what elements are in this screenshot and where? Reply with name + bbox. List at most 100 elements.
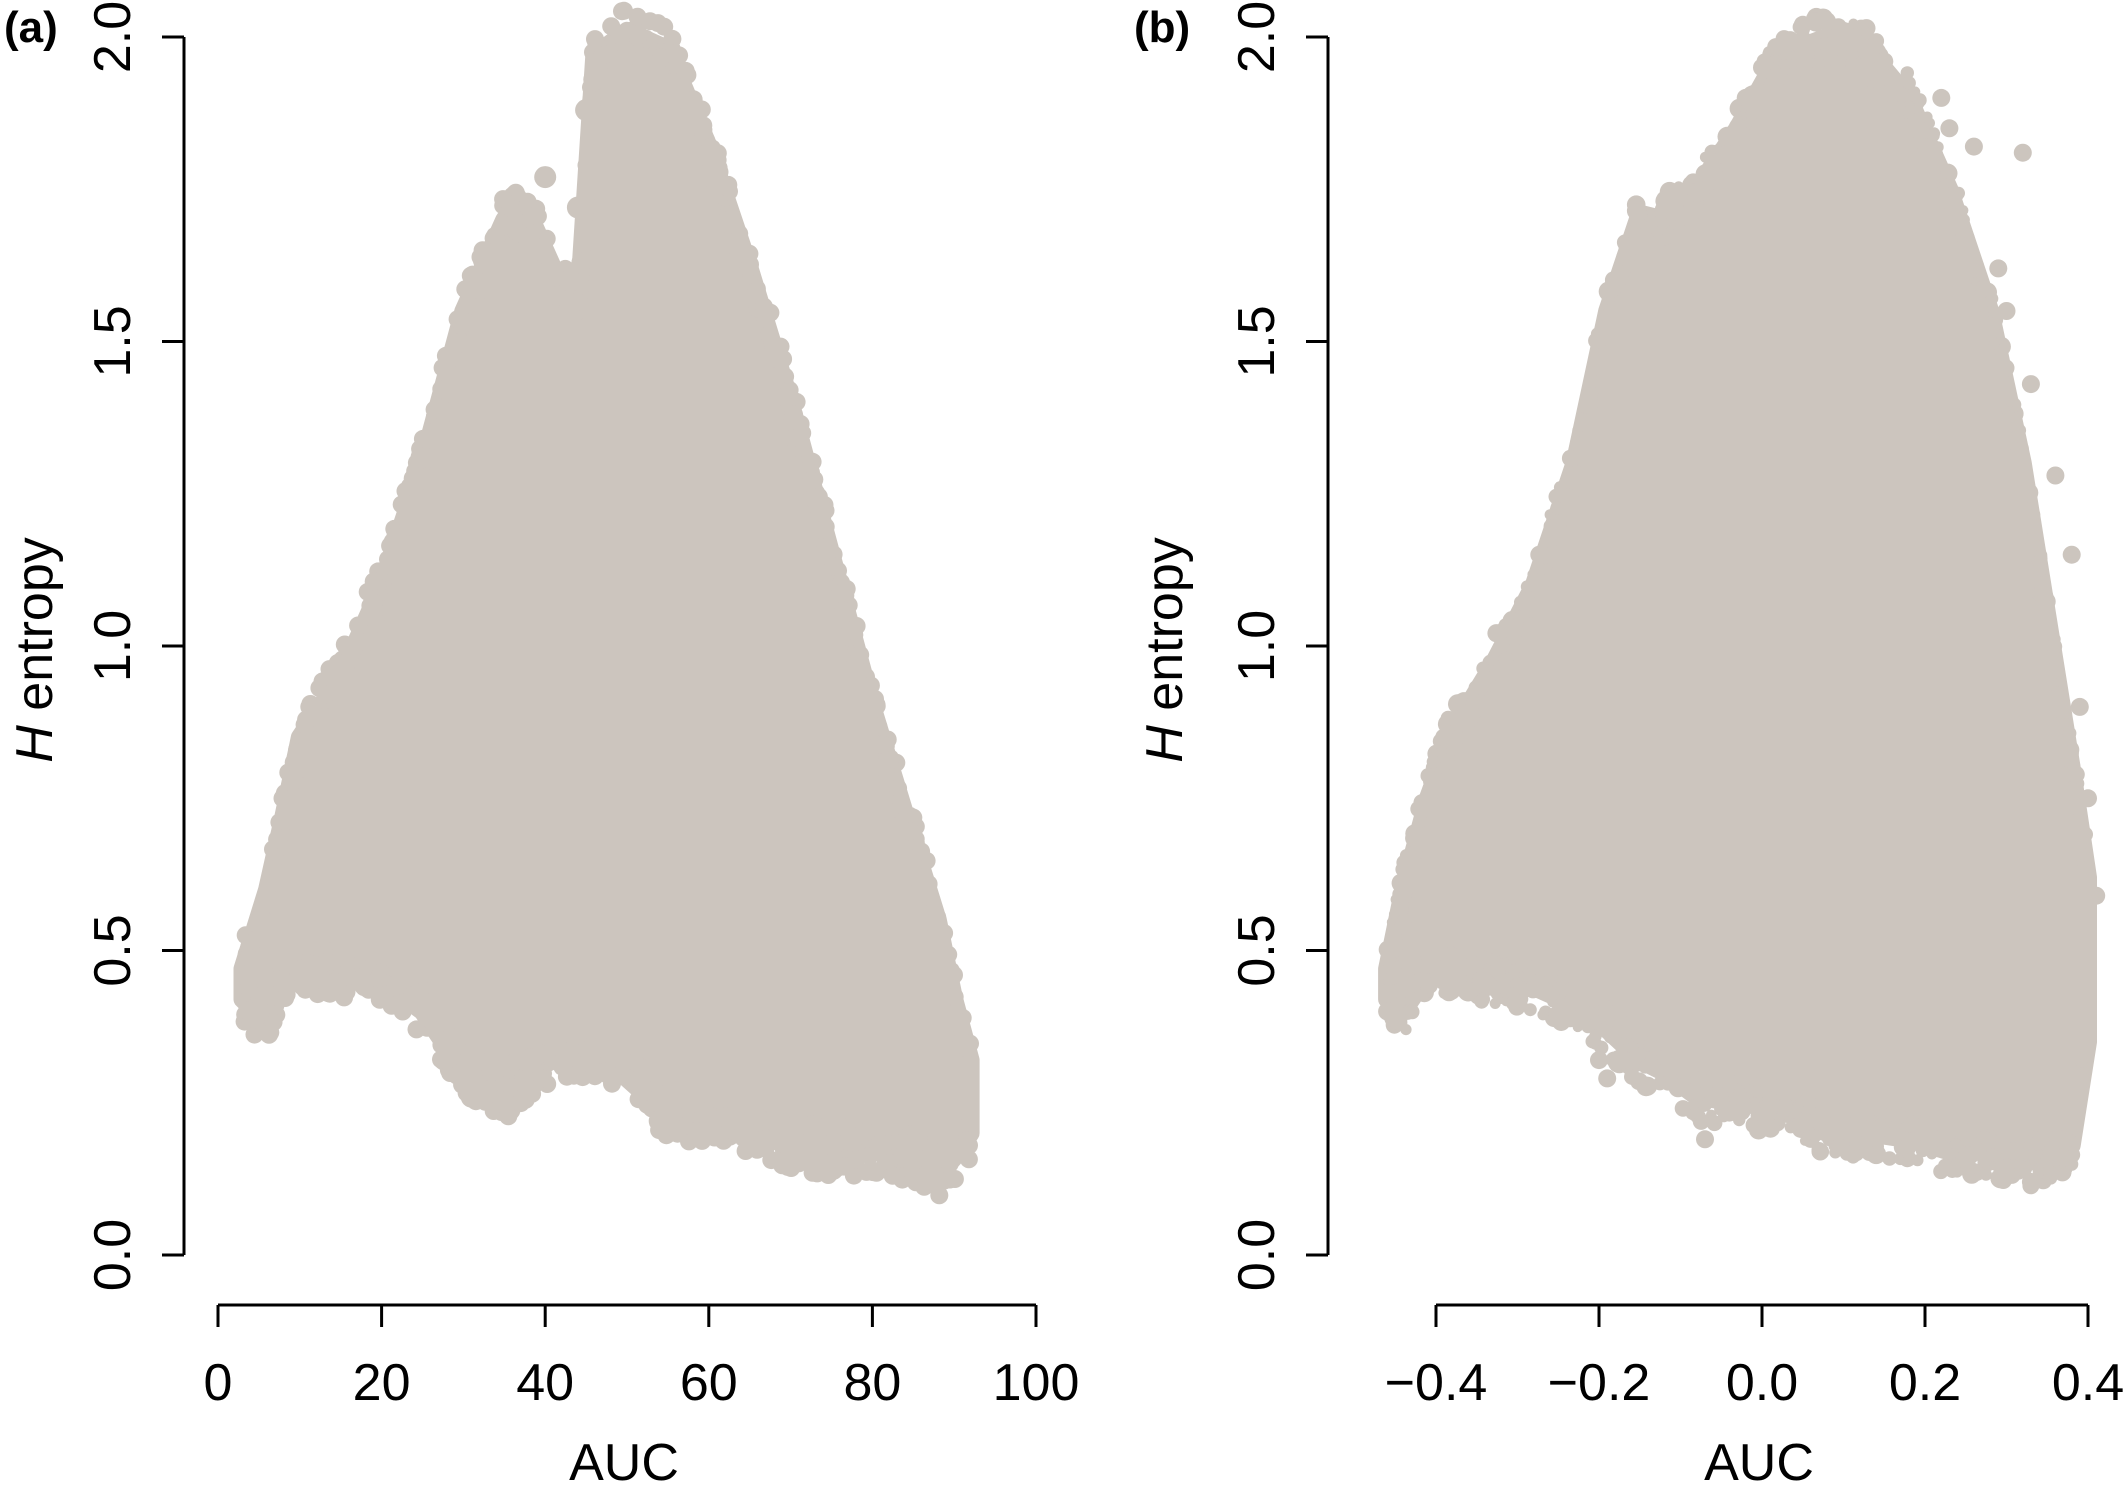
- point-b: [1621, 256, 1635, 270]
- point-a: [767, 366, 786, 385]
- point-a: [921, 888, 940, 907]
- point-a: [900, 822, 919, 841]
- y-tick-label-a: 1.5: [84, 305, 142, 377]
- point-b: [1902, 1148, 1915, 1160]
- point-b: [1550, 501, 1564, 515]
- point-a: [245, 1025, 264, 1044]
- point-a: [949, 1012, 968, 1031]
- point-a: [369, 969, 388, 988]
- point-b: [2027, 526, 2043, 542]
- point-b: [1864, 1143, 1883, 1161]
- point-a: [615, 1, 633, 20]
- point-a: [316, 685, 335, 704]
- point-b: [1565, 980, 1581, 996]
- point-b: [1561, 449, 1579, 467]
- outlier-point-b: [1989, 259, 2008, 278]
- y-tick-label-a: 0.0: [84, 1219, 142, 1291]
- point-b: [2061, 1116, 2080, 1135]
- point-a: [648, 14, 667, 33]
- point-a: [337, 638, 356, 656]
- point-a: [851, 645, 870, 664]
- point-b: [1405, 824, 1424, 843]
- point-b: [2016, 1161, 2032, 1177]
- outlier-point-b: [1940, 119, 1959, 138]
- point-a: [386, 527, 405, 546]
- point-b: [1829, 1115, 1841, 1127]
- point-b: [1462, 963, 1476, 977]
- point-a: [309, 709, 327, 728]
- point-b: [1425, 773, 1437, 785]
- point-b: [1685, 1108, 1698, 1120]
- point-a: [602, 17, 621, 36]
- point-b: [1861, 27, 1873, 40]
- outlier-point-a: [648, 1110, 671, 1132]
- point-b: [1997, 359, 2015, 377]
- point-a: [557, 1067, 576, 1086]
- point-a: [889, 779, 908, 798]
- point-a: [747, 282, 766, 301]
- point-b: [1397, 876, 1417, 896]
- y-axis-title-italic-a: H: [6, 725, 64, 763]
- point-a: [394, 993, 413, 1012]
- point-a: [448, 310, 467, 329]
- point-b: [1385, 953, 1397, 965]
- point-a: [722, 209, 741, 228]
- point-a: [533, 237, 552, 256]
- point-b: [2014, 441, 2029, 456]
- point-b: [1900, 66, 1915, 80]
- point-a: [877, 1152, 896, 1171]
- point-b: [1516, 593, 1536, 613]
- outlier-point-b: [1736, 88, 1755, 107]
- point-a: [355, 978, 374, 997]
- x-tick-label-a: 60: [680, 1354, 738, 1412]
- x-axis-a: 0 20 40 60 80 100: [204, 1303, 1079, 1412]
- point-b: [1668, 1078, 1688, 1098]
- point-b: [1604, 1031, 1616, 1044]
- point-b: [1970, 1163, 1981, 1174]
- point-b: [1618, 237, 1636, 255]
- point-b: [1629, 1027, 1643, 1041]
- point-a: [857, 1122, 876, 1141]
- outlier-point-b: [2013, 143, 2032, 162]
- y-tick-label-b: 0.5: [1228, 914, 1286, 986]
- point-b: [1547, 997, 1558, 1008]
- x-tick-label-b: −0.2: [1548, 1354, 1651, 1412]
- point-b: [1539, 983, 1555, 999]
- y-tick-label-b: 1.0: [1228, 610, 1286, 682]
- point-b: [2077, 865, 2094, 881]
- point-b: [1481, 676, 1497, 692]
- point-b: [1386, 917, 1397, 928]
- point-a: [295, 715, 314, 734]
- point-a: [579, 148, 598, 166]
- y-axis-title-italic-b: H: [1136, 725, 1194, 763]
- outlier-point-b: [1834, 21, 1853, 40]
- point-b: [1589, 350, 1608, 368]
- outlier-point-b: [1875, 52, 1894, 71]
- point-b: [1986, 1132, 1997, 1144]
- point-b: [1603, 304, 1619, 320]
- point-b: [1894, 88, 1909, 103]
- point-a: [409, 467, 428, 486]
- point-b: [1618, 1052, 1636, 1069]
- point-b: [1902, 76, 1916, 90]
- point-b: [1379, 983, 1399, 1002]
- outlier-point-b: [1435, 728, 1454, 747]
- point-a: [857, 1162, 876, 1181]
- point-b: [1532, 973, 1546, 987]
- point-b: [2050, 686, 2065, 701]
- outlier-point-a: [804, 1146, 827, 1169]
- point-b: [1551, 521, 1568, 538]
- point-a: [264, 860, 283, 879]
- point-b: [1476, 950, 1490, 965]
- point-b: [2081, 1024, 2094, 1036]
- point-a: [945, 987, 964, 1006]
- point-b: [1938, 1158, 1952, 1173]
- outlier-point-b: [1590, 1051, 1608, 1070]
- point-a: [754, 297, 773, 316]
- point-a: [603, 1043, 622, 1061]
- point-b: [1715, 145, 1734, 165]
- point-b: [1834, 1102, 1851, 1119]
- point-b: [1441, 946, 1461, 966]
- point-b: [1588, 386, 1599, 398]
- outlier-point-b: [1793, 15, 1812, 34]
